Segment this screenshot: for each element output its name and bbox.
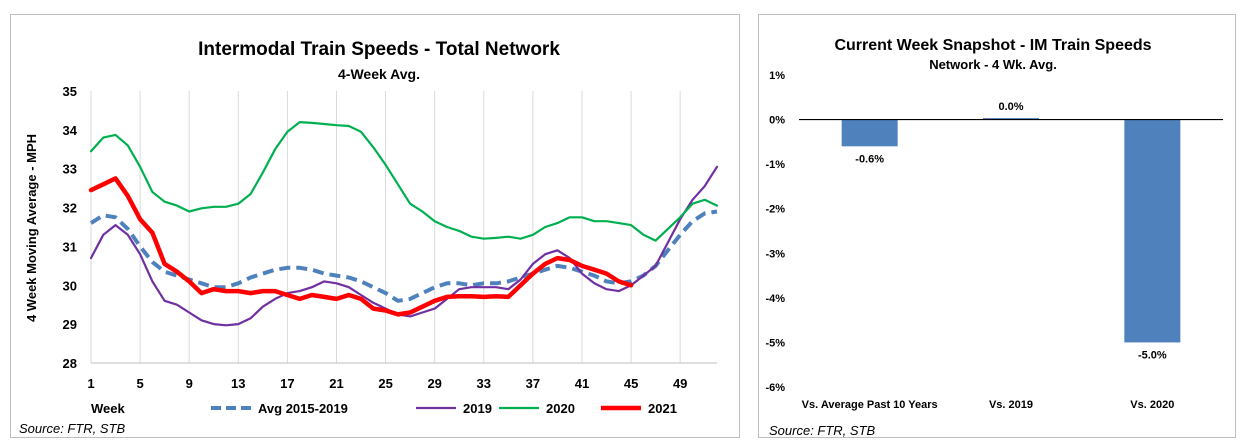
x-tick-label: 49: [673, 376, 687, 391]
series-line-avg-2015-2019: [89, 209, 718, 303]
legend-label: 2019: [463, 401, 492, 416]
series-lines: [88, 120, 719, 327]
x-tick-label: 13: [231, 376, 245, 391]
y-tick-label: 35: [63, 84, 77, 99]
x-tick-label: 5: [136, 376, 143, 391]
y-tick-label: -5%: [765, 337, 785, 349]
y-tick-label: -3%: [765, 248, 785, 260]
bar-chart-title: Current Week Snapshot - IM Train Speeds: [834, 37, 1151, 54]
y-tick-label: -6%: [765, 382, 785, 394]
y-tick-label: 28: [63, 356, 77, 371]
series-line-2021: [88, 176, 634, 317]
category-label: Vs. 2019: [989, 399, 1033, 411]
line-chart-panel: Intermodal Train Speeds - Total Network …: [10, 14, 740, 438]
y-tick-label: 1%: [769, 70, 785, 82]
x-tick-label: 21: [329, 376, 343, 391]
bar-chart-source: Source: FTR, STB: [769, 423, 876, 437]
y-axis-ticks: 28 29 30 31 32 33 34 35: [63, 84, 78, 371]
legend-label: Avg 2015-2019: [258, 401, 348, 416]
bar: [1124, 119, 1181, 343]
y-axis-label: 4 Week Moving Average - MPH: [24, 134, 39, 322]
y-tick-label: 30: [63, 278, 77, 293]
line-chart: Intermodal Train Speeds - Total Network …: [19, 39, 719, 436]
x-tick-label: 37: [526, 376, 540, 391]
category-label: Vs. 2020: [1130, 399, 1174, 411]
grid: [90, 91, 717, 364]
series-line-2019: [89, 165, 719, 327]
x-axis-label: Week: [91, 401, 125, 416]
category-label: Vs. Average Past 10 Years: [802, 399, 938, 411]
x-tick-label: 29: [427, 376, 441, 391]
series-line-2020: [89, 120, 719, 242]
bar-chart-panel: Current Week Snapshot - IM Train Speeds …: [758, 14, 1236, 438]
x-tick-label: 41: [575, 376, 589, 391]
bar-chart: Current Week Snapshot - IM Train Speeds …: [765, 37, 1223, 438]
legend-label: 2020: [546, 401, 575, 416]
category-labels: Vs. Average Past 10 Years Vs. 2019 Vs. 202…: [802, 399, 1175, 411]
x-tick-label: 25: [378, 376, 392, 391]
bar-data-label: 0.0%: [998, 101, 1023, 113]
bar-data-label: -0.6%: [855, 153, 884, 165]
bar: [983, 118, 1039, 120]
x-tick-label: 1: [87, 376, 94, 391]
x-tick-label: 45: [624, 376, 638, 391]
y-tick-label: 33: [63, 162, 77, 177]
y-axis-ticks: 1% 0% -1% -2% -3% -4% -5% -6%: [765, 70, 785, 394]
legend-label: 2021: [648, 401, 677, 416]
y-tick-label: 29: [63, 317, 77, 332]
bar-chart-subtitle: Network - 4 Wk. Avg.: [929, 57, 1057, 72]
y-tick-label: -4%: [765, 293, 785, 305]
y-tick-label: 32: [63, 201, 77, 216]
y-tick-label: 0%: [769, 115, 785, 127]
x-tick-label: 9: [186, 376, 193, 391]
bars: -0.6% 0.0% -5.0%: [799, 101, 1223, 361]
line-chart-subtitle: 4-Week Avg.: [338, 66, 420, 82]
line-chart-title: Intermodal Train Speeds - Total Network: [198, 39, 560, 60]
legend: Avg 2015-2019 2019 2020 2021: [211, 401, 677, 416]
y-tick-label: -1%: [765, 159, 785, 171]
y-tick-label: 34: [63, 123, 78, 138]
y-tick-label: 31: [63, 239, 77, 254]
x-tick-label: 33: [477, 376, 491, 391]
line-chart-source: Source: FTR, STB: [19, 421, 126, 436]
bar-data-label: -5.0%: [1138, 349, 1167, 361]
x-axis-ticks: 1 5 9 13 17 21 25 29 33 37 41 45 49: [87, 376, 687, 391]
bar: [841, 119, 898, 147]
x-tick-label: 17: [280, 376, 294, 391]
y-tick-label: -2%: [765, 204, 785, 216]
